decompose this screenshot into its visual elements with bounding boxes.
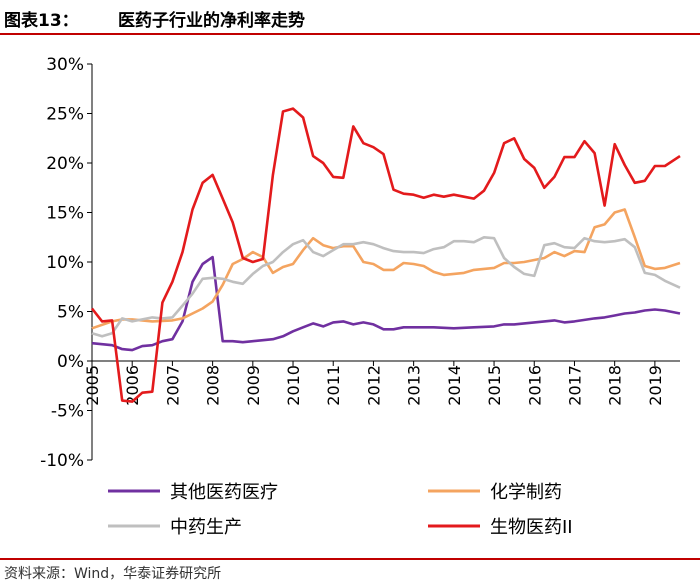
x-tick-label: 2016 — [525, 365, 544, 406]
figure-label: 图表13： — [4, 11, 79, 31]
x-tick-label: 2009 — [244, 365, 263, 406]
figure-header: 图表13： 医药子行业的净利率走势 — [0, 0, 700, 32]
y-tick-label: 25% — [46, 105, 84, 125]
y-tick-label: -10% — [40, 451, 84, 471]
x-tick-label: 2007 — [163, 365, 182, 406]
y-tick-label: 30% — [46, 55, 84, 75]
y-tick-label: 10% — [46, 253, 84, 273]
x-tick-label: 2010 — [284, 365, 303, 406]
figure-title: 医药子行业的净利率走势 — [118, 11, 305, 31]
legend-label: 其他医药医疗 — [170, 482, 278, 503]
y-tick-label: 15% — [46, 204, 84, 224]
series-line — [90, 107, 681, 403]
x-tick-label: 2015 — [485, 365, 504, 406]
footer-divider — [0, 558, 700, 560]
y-tick-label: 20% — [46, 154, 84, 174]
x-tick-label: 2013 — [405, 365, 424, 406]
series-line — [91, 236, 681, 338]
legend-label: 中药生产 — [170, 517, 242, 538]
x-tick-label: 2017 — [565, 365, 584, 406]
x-tick-label: 2005 — [83, 365, 102, 406]
y-tick-label: -5% — [51, 402, 84, 422]
legend-label: 化学制药 — [490, 482, 562, 503]
y-tick-label: 0% — [57, 352, 84, 372]
source-note: 资料来源：Wind，华泰证券研究所 — [4, 566, 222, 582]
x-tick-label: 2019 — [646, 365, 665, 406]
header-divider — [0, 33, 700, 35]
x-tick-label: 2014 — [445, 365, 464, 406]
x-tick-label: 2012 — [364, 365, 383, 406]
x-tick-label: 2008 — [204, 365, 223, 406]
x-tick-label: 2018 — [606, 365, 625, 406]
line-chart: -10%-5%0%5%10%15%20%25%30%2005 2006 2007 20… — [40, 55, 681, 538]
y-tick-label: 5% — [57, 303, 84, 323]
legend-label: 生物医药II — [490, 517, 573, 538]
series-line — [91, 208, 681, 330]
x-tick-label: 2011 — [324, 365, 343, 406]
